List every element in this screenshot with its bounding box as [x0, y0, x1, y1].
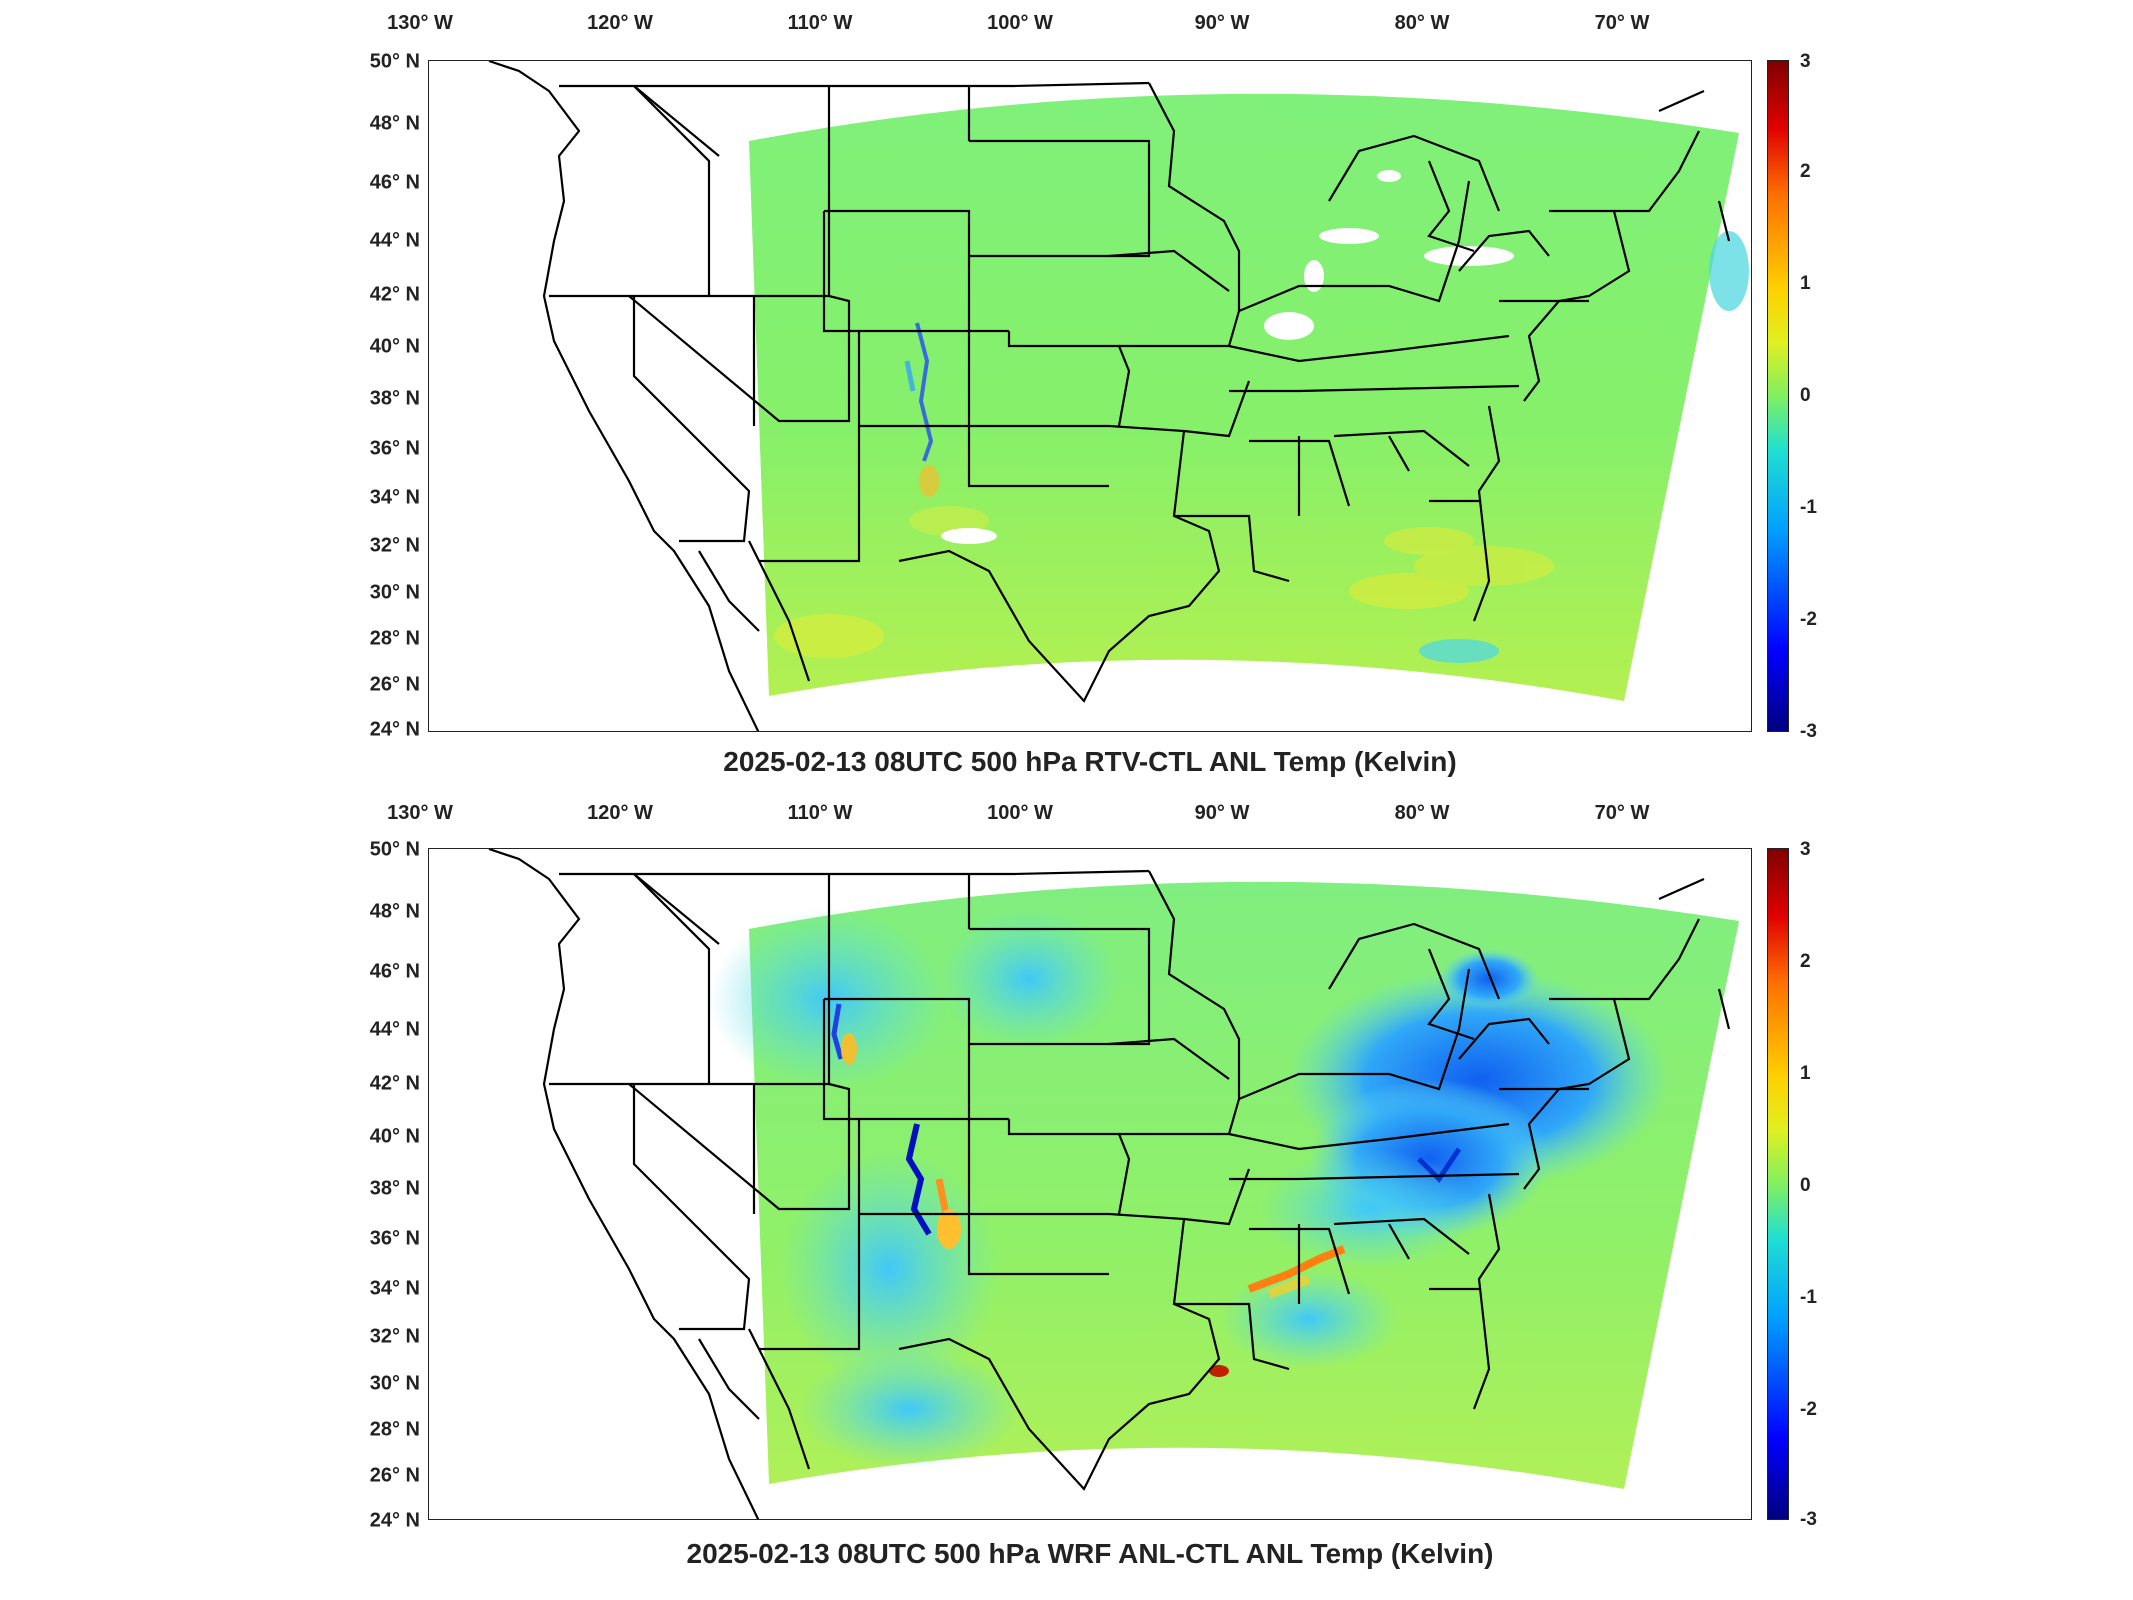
lon-label: 90° W	[1194, 12, 1250, 34]
lat-label: 46° N	[369, 171, 420, 194]
colorbar-tick: -3	[1800, 1509, 1817, 1530]
boundaries	[488, 849, 1731, 1519]
lat-label: 40° N	[369, 335, 420, 358]
lat-label: 50° N	[369, 50, 420, 73]
map-panel-top: 130° W 120° W 110° W 100° W 90° W 80° W …	[0, 0, 2133, 790]
lat-label: 44° N	[369, 1018, 420, 1041]
lat-label: 36° N	[369, 1227, 420, 1250]
lat-label: 34° N	[369, 1277, 420, 1300]
missing-data	[941, 170, 1514, 544]
colorbar-tick: -1	[1800, 497, 1817, 518]
map-panel-bottom: 130° W 120° W 110° W 100° W 90° W 80° W …	[0, 790, 2133, 1600]
lon-label: 100° W	[987, 12, 1053, 34]
cool-anomaly	[904, 231, 1749, 663]
lon-label: 70° W	[1594, 12, 1650, 34]
lat-label: 30° N	[369, 581, 420, 604]
lat-label: 24° N	[369, 718, 420, 741]
lat-label: 48° N	[369, 112, 420, 135]
lon-label: 70° W	[1594, 802, 1650, 824]
colorbar-tick: 1	[1800, 273, 1811, 294]
lat-label: 50° N	[369, 838, 420, 861]
warm-anomaly	[774, 506, 1554, 658]
lat-label: 38° N	[369, 1177, 420, 1200]
lat-label: 44° N	[369, 229, 420, 252]
colorbar-tick: -2	[1800, 609, 1817, 630]
colorbar	[1767, 848, 1789, 1520]
lat-label: 26° N	[369, 1464, 420, 1487]
lat-label: 48° N	[369, 900, 420, 923]
colorbar-tick: 0	[1800, 1175, 1811, 1196]
panel-title: 2025-02-13 08UTC 500 hPa RTV-CTL ANL Tem…	[723, 746, 1457, 777]
lat-label: 38° N	[369, 387, 420, 410]
colorbar-tick: 1	[1800, 1063, 1811, 1084]
lon-label: 130° W	[387, 12, 453, 34]
lon-label: 110° W	[787, 802, 853, 824]
lon-label: 80° W	[1394, 802, 1450, 824]
lat-label: 42° N	[369, 1072, 420, 1095]
longitude-labels: 130° W 120° W 110° W 100° W 90° W 80° W …	[0, 790, 2133, 830]
lon-label: 110° W	[787, 12, 853, 34]
lat-label: 32° N	[369, 1325, 420, 1348]
cool-anomaly	[709, 909, 1669, 1469]
lat-label: 42° N	[369, 283, 420, 306]
lat-label: 40° N	[369, 1125, 420, 1148]
lon-label: 120° W	[587, 802, 653, 824]
lon-label: 100° W	[987, 802, 1053, 824]
difference-field-map	[488, 61, 1749, 731]
lat-label: 46° N	[369, 960, 420, 983]
lat-label: 36° N	[369, 437, 420, 460]
colorbar-tick: 2	[1800, 951, 1811, 972]
colorbar-tick: 2	[1800, 161, 1811, 182]
map-plot-area	[428, 848, 1752, 1520]
lon-label: 120° W	[587, 12, 653, 34]
lat-label: 34° N	[369, 486, 420, 509]
lat-label: 28° N	[369, 1418, 420, 1441]
colorbar-tick: 3	[1800, 51, 1811, 72]
lat-label: 24° N	[369, 1509, 420, 1532]
colorbar-tick: 3	[1800, 839, 1811, 860]
difference-field-map	[488, 849, 1739, 1519]
boundaries	[488, 61, 1731, 731]
panel-title: 2025-02-13 08UTC 500 hPa WRF ANL-CTL ANL…	[686, 1538, 1494, 1569]
colorbar-tick: -3	[1800, 721, 1817, 742]
lat-label: 32° N	[369, 534, 420, 557]
colorbar-tick: -2	[1800, 1399, 1817, 1420]
longitude-labels: 130° W 120° W 110° W 100° W 90° W 80° W …	[0, 0, 2133, 40]
colorbar-tick: 0	[1800, 385, 1811, 406]
map-plot-area	[428, 60, 1752, 732]
strong-anomaly	[831, 1003, 1462, 1377]
lat-label: 28° N	[369, 627, 420, 650]
lat-label: 26° N	[369, 673, 420, 696]
colorbar-tick: -1	[1800, 1287, 1817, 1308]
colorbar	[1767, 60, 1789, 732]
lon-label: 130° W	[387, 802, 453, 824]
lon-label: 80° W	[1394, 12, 1450, 34]
lon-label: 90° W	[1194, 802, 1250, 824]
lat-label: 30° N	[369, 1372, 420, 1395]
